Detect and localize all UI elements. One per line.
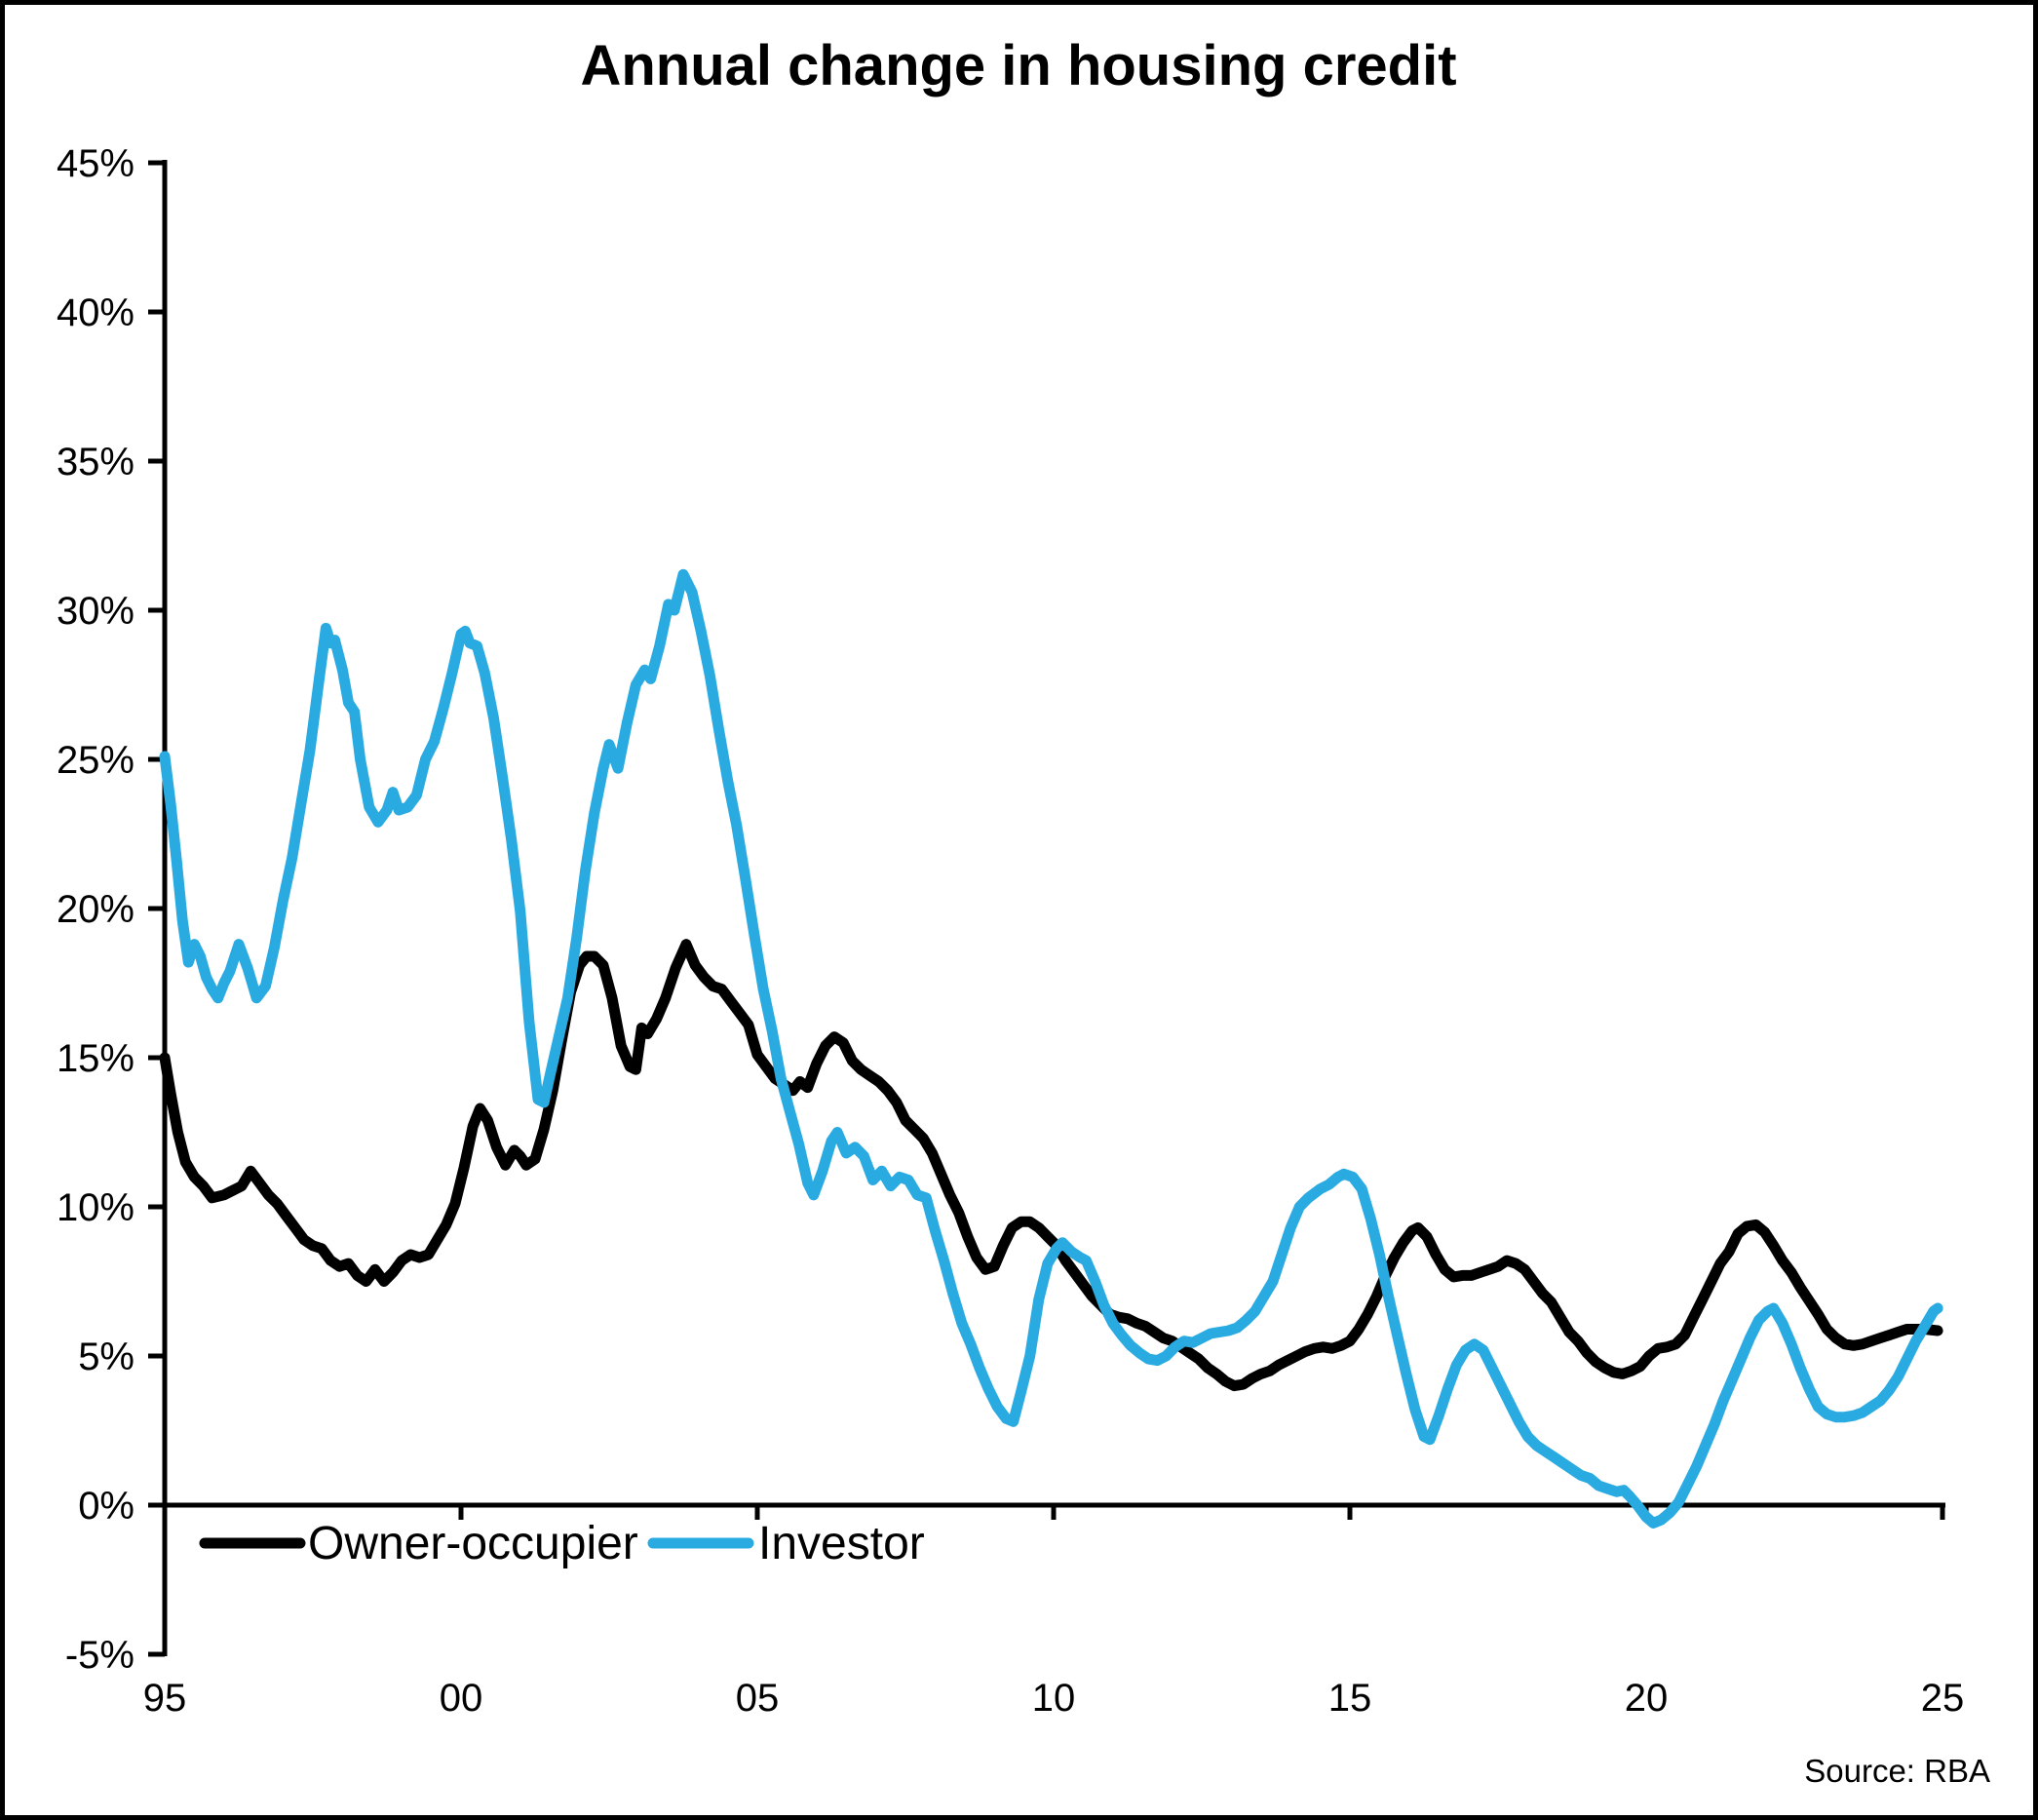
- source-note: Source: RBA: [1804, 1753, 1990, 1789]
- y-tick-label: 10%: [57, 1186, 135, 1229]
- series-line-investor: [159, 568, 1943, 1529]
- chart-title: Annual change in housing credit: [580, 34, 1456, 97]
- x-tick-label: 00: [440, 1677, 483, 1720]
- y-tick-label: -5%: [65, 1634, 135, 1677]
- chart-legend: Owner-occupier Investor: [199, 1518, 925, 1569]
- y-tick-label: 0%: [78, 1485, 135, 1528]
- y-axis-labels: 45% 40% 35% 30% 25% 20% 15% 10% 5% 0% -5%: [57, 142, 135, 1677]
- y-tick-label: 15%: [57, 1037, 135, 1080]
- y-tick-label: 35%: [57, 441, 135, 484]
- x-tick-label: 10: [1032, 1677, 1076, 1720]
- legend-label-owner-occupier: Owner-occupier: [308, 1518, 638, 1569]
- y-tick-label: 25%: [57, 739, 135, 782]
- y-tick-label: 20%: [57, 888, 135, 931]
- series-line-owner-occupier: [159, 939, 1943, 1392]
- y-tick-label: 40%: [57, 291, 135, 334]
- y-tick-label: 45%: [57, 142, 135, 185]
- y-tick-label: 5%: [78, 1336, 135, 1378]
- x-tick-label: 05: [736, 1677, 780, 1720]
- x-tick-label: 15: [1328, 1677, 1372, 1720]
- x-tick-label: 95: [143, 1677, 187, 1720]
- data-series: [159, 568, 1943, 1529]
- x-tick-label: 25: [1921, 1677, 1965, 1720]
- y-axis-ticks: [148, 160, 165, 1657]
- x-tick-label: 20: [1625, 1677, 1669, 1720]
- y-tick-label: 30%: [57, 590, 135, 633]
- x-axis-labels: 95 00 05 10 15 20 25: [143, 1677, 1965, 1720]
- legend-label-investor: Investor: [758, 1518, 925, 1569]
